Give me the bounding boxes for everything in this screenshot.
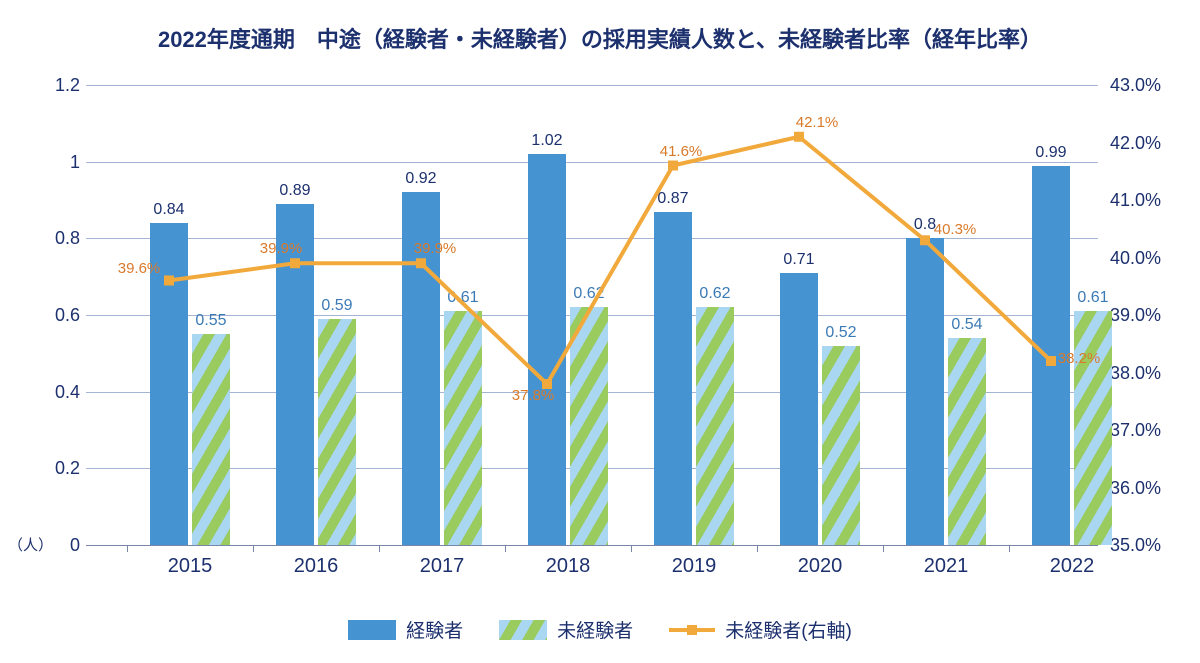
bar-label-experienced: 0.89 bbox=[279, 182, 310, 200]
x-tick-mark bbox=[253, 545, 254, 552]
bar-inexperienced bbox=[318, 319, 356, 545]
bar-experienced bbox=[906, 238, 944, 545]
y-left-tick: 1.2 bbox=[8, 76, 80, 94]
x-tick: 2020 bbox=[798, 555, 843, 578]
chart-root: 2022年度通期 中途（経験者・未経験者）の採用実績人数と、未経験者比率（経年比… bbox=[0, 0, 1200, 663]
bar-inexperienced bbox=[192, 334, 230, 545]
x-tick-mark bbox=[127, 545, 128, 552]
legend-item-inexperienced-label: 未経験者 bbox=[557, 616, 633, 643]
legend-swatch-experienced bbox=[348, 620, 396, 640]
x-tick: 2017 bbox=[420, 555, 465, 578]
ratio-point-label: 39.9% bbox=[260, 240, 303, 257]
y-left-tick: 1 bbox=[8, 153, 80, 171]
y-right-tick: 40.0% bbox=[1110, 249, 1161, 267]
x-tick-mark bbox=[883, 545, 884, 552]
gridline bbox=[86, 545, 1098, 546]
bar-label-inexperienced: 0.54 bbox=[951, 316, 982, 334]
bar-inexperienced bbox=[948, 338, 986, 545]
gridline bbox=[86, 238, 1098, 239]
x-tick: 2022 bbox=[1050, 555, 1095, 578]
ratio-point-label: 40.3% bbox=[934, 221, 977, 238]
y-right-tick: 38.0% bbox=[1110, 364, 1161, 382]
bar-inexperienced bbox=[822, 346, 860, 545]
bar-label-experienced: 0.84 bbox=[153, 201, 184, 219]
legend-item-inexperienced: 未経験者 bbox=[499, 616, 633, 643]
bar-inexperienced bbox=[444, 311, 482, 545]
bar-label-experienced: 0.87 bbox=[657, 190, 688, 208]
y-left-tick: 0.6 bbox=[8, 306, 80, 324]
legend-swatch-ratio bbox=[669, 628, 715, 632]
x-tick-mark bbox=[505, 545, 506, 552]
legend-item-ratio-label: 未経験者(右軸) bbox=[725, 616, 852, 643]
legend: 経験者 未経験者 未経験者(右軸) bbox=[0, 616, 1200, 643]
bar-label-inexperienced: 0.52 bbox=[825, 324, 856, 342]
x-tick: 2019 bbox=[672, 555, 717, 578]
bar-label-experienced: 1.02 bbox=[531, 132, 562, 150]
y-right-tick: 35.0% bbox=[1110, 536, 1161, 554]
bar-experienced bbox=[654, 212, 692, 546]
x-tick: 2015 bbox=[168, 555, 213, 578]
legend-item-ratio: 未経験者(右軸) bbox=[669, 616, 852, 643]
y-left-tick: 0.8 bbox=[8, 229, 80, 247]
x-tick-mark bbox=[1009, 545, 1010, 552]
x-tick-mark bbox=[631, 545, 632, 552]
bar-label-experienced: 0.99 bbox=[1035, 144, 1066, 162]
bar-label-inexperienced: 0.59 bbox=[321, 297, 352, 315]
plot-area: 00.20.40.60.811.235.0%36.0%37.0%38.0%39.… bbox=[86, 85, 1098, 545]
x-tick: 2018 bbox=[546, 555, 591, 578]
y-left-tick: 0.4 bbox=[8, 383, 80, 401]
bar-experienced bbox=[528, 154, 566, 545]
bar-inexperienced bbox=[1074, 311, 1112, 545]
ratio-point-label: 42.1% bbox=[796, 114, 839, 131]
chart-title: 2022年度通期 中途（経験者・未経験者）の採用実績人数と、未経験者比率（経年比… bbox=[0, 22, 1200, 54]
y-right-tick: 36.0% bbox=[1110, 479, 1161, 497]
x-tick: 2021 bbox=[924, 555, 969, 578]
ratio-point-label: 37.8% bbox=[512, 387, 555, 404]
bar-label-inexperienced: 0.55 bbox=[195, 312, 226, 330]
y-right-tick: 43.0% bbox=[1110, 76, 1161, 94]
gridline bbox=[86, 85, 1098, 86]
bar-inexperienced bbox=[696, 307, 734, 545]
bar-label-inexperienced: 0.62 bbox=[573, 285, 604, 303]
x-tick-mark bbox=[757, 545, 758, 552]
y-right-tick: 42.0% bbox=[1110, 134, 1161, 152]
ratio-point bbox=[794, 132, 804, 142]
legend-item-experienced: 経験者 bbox=[348, 616, 463, 643]
bar-label-experienced: 0.71 bbox=[783, 251, 814, 269]
ratio-point-label: 41.6% bbox=[660, 143, 703, 160]
legend-swatch-inexperienced bbox=[499, 620, 547, 640]
y-right-tick: 37.0% bbox=[1110, 421, 1161, 439]
ratio-point-label: 39.9% bbox=[414, 240, 457, 257]
bar-label-experienced: 0.92 bbox=[405, 170, 436, 188]
bar-experienced bbox=[780, 273, 818, 545]
y-left-tick: 0.2 bbox=[8, 459, 80, 477]
ratio-point-label: 39.6% bbox=[118, 260, 161, 277]
bar-label-inexperienced: 0.61 bbox=[1077, 289, 1108, 307]
legend-item-experienced-label: 経験者 bbox=[406, 616, 463, 643]
x-tick: 2016 bbox=[294, 555, 339, 578]
y-left-unit: （人） bbox=[8, 534, 53, 555]
gridline bbox=[86, 162, 1098, 163]
x-tick-mark bbox=[379, 545, 380, 552]
y-right-tick: 39.0% bbox=[1110, 306, 1161, 324]
y-right-tick: 41.0% bbox=[1110, 191, 1161, 209]
bar-label-inexperienced: 0.61 bbox=[447, 289, 478, 307]
bar-label-inexperienced: 0.62 bbox=[699, 285, 730, 303]
ratio-point-label: 38.2% bbox=[1058, 350, 1101, 367]
bar-inexperienced bbox=[570, 307, 608, 545]
